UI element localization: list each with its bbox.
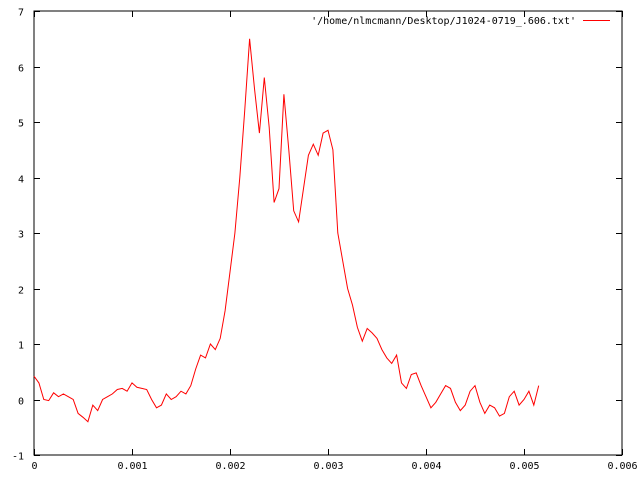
- x-tick-label: 0.001: [117, 461, 147, 472]
- tick-labels: 0 0.001 0.002 0.003 0.004 0.005 0.006 -1 0 1 2 3 4 5 6…: [12, 8, 638, 473]
- legend-label: '/home/nlmcmann/Desktop/J1024-0719_.606.…: [311, 16, 576, 27]
- y-tick-label: 5: [18, 119, 24, 130]
- y-tick-label: 1: [18, 341, 24, 352]
- series-line: [33, 38, 540, 423]
- x-tick-label: 0.006: [607, 461, 637, 472]
- x-tick-label: 0.005: [509, 461, 539, 472]
- legend: '/home/nlmcmann/Desktop/J1024-0719_.606.…: [311, 16, 610, 27]
- y-tick-label: 6: [18, 64, 24, 75]
- y-tick-label: 4: [18, 175, 24, 186]
- x-tick-label: 0: [31, 461, 37, 472]
- y-tick-label: 3: [18, 230, 24, 241]
- x-tick-label: 0.004: [411, 461, 441, 472]
- x-tick-label: 0.002: [215, 461, 245, 472]
- y-tick-label: 2: [18, 286, 24, 297]
- x-tick-label: 0.003: [313, 461, 343, 472]
- y-tick-label: 7: [18, 8, 24, 19]
- y-tick-label: 0: [18, 397, 24, 408]
- y-tick-label: -1: [12, 452, 24, 463]
- tick-marks: [34, 11, 623, 456]
- series-lines: [33, 38, 540, 423]
